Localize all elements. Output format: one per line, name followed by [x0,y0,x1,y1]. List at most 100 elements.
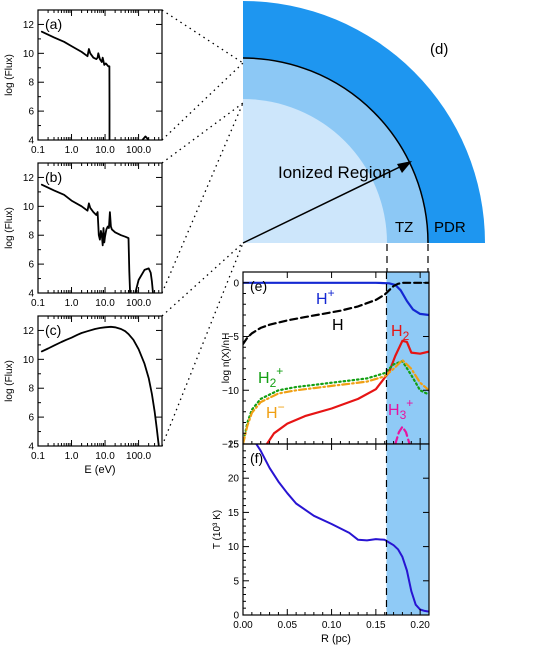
x-tick-label: 0.05 [278,620,298,631]
y-tick-label: 6 [28,413,34,424]
plot-area [40,30,150,140]
species-label-h-minus: H− [266,400,285,422]
series-line-flux-0 [40,325,160,446]
x-axis-label: R (pc) [321,633,351,645]
x-tick-label: 0.10 [322,620,342,631]
panel-label: (e) [250,278,267,294]
tz-label: TZ [395,219,413,236]
panel-e-abundances: −15 −10 −5 0 (e) log n(X)/nH H+ H H2 H2+ H− H3+ [221,271,430,451]
panel-a-spectrum: 0.1 1.0 10.0 100.0 4 6 8 10 12 (a) log (Flux) [4,9,163,156]
y-tick-label: 6 [28,260,34,271]
x-axis-label: E (eV) [84,464,115,476]
x-tick-label: 0.1 [31,451,45,462]
connector-lines [161,9,244,447]
y-axis-label: log (Flux) [4,360,15,402]
y-tick-label: 0 [233,611,239,622]
x-tick-label: 0.00 [233,620,253,631]
connector-b-top [161,102,244,164]
connector-c-top [161,242,244,317]
species-label-h3-plus: H3+ [388,396,413,422]
tz-shaded-band [386,444,429,615]
series-line-h2- [243,360,429,444]
x-tick-label: 1.0 [65,451,79,462]
series-line-flux-1 [134,267,154,293]
species-label-h: H [332,317,344,334]
plot-area [40,325,160,446]
panel-d-label: (d) [430,41,448,58]
y-tick-label: −10 [222,386,239,397]
species-label-h2-plus: H2+ [258,364,283,390]
series-line-flux-1 [141,135,150,140]
y-tick-label: 12 [23,20,35,31]
y-tick-label: 0 [233,278,239,289]
panel-c-spectrum: 0.1 1.0 10.0 100.0 4 6 8 10 12 (c) log (Flux) E (eV… [4,315,163,476]
y-axis-label: log (Flux) [4,54,15,96]
series-line-flux-0 [40,30,111,140]
y-tick-label: 12 [23,326,35,337]
panel-label: (a) [45,16,62,32]
species-label-h2: H2 [391,323,410,343]
y-axis-label: T (10³ K) [212,510,223,549]
y-tick-label: 8 [28,231,34,242]
y-tick-label: 8 [28,78,34,89]
y-tick-label: 10 [228,542,240,553]
connector-a-bottom [161,62,244,141]
y-tick-label: 8 [28,384,34,395]
zone-boundary-guides [386,244,429,272]
x-tick-label: 1.0 [65,145,79,156]
species-label-h-plus: H+ [316,286,335,308]
connector-c-bottom [161,242,244,447]
x-tick-label: 1.0 [65,298,79,309]
y-tick-label: 4 [28,289,34,300]
panel-b-spectrum: 0.1 1.0 10.0 100.0 4 6 8 10 12 (b) log (Flux) [4,162,163,309]
ionized-region-disk [243,99,387,243]
axes-frame [242,443,430,616]
y-axis-label: log (Flux) [4,207,15,249]
series-line-h [243,281,429,346]
series-line-h2 [265,339,429,444]
connector-a-top [161,9,244,64]
series-line-flux-0 [40,183,132,293]
connector-b-bottom [161,102,244,294]
y-tick-label: 20 [228,474,240,485]
plot-area [243,281,429,444]
x-tick-label: 10.0 [95,298,115,309]
y-tick-label: 25 [228,440,240,451]
y-tick-label: 10 [23,202,35,213]
y-tick-label: 10 [23,355,35,366]
x-tick-label: 100.0 [126,451,151,462]
series-line-h- [243,359,429,444]
x-tick-label: 100.0 [126,145,151,156]
ionization-front-arc [242,57,429,244]
panel-f-temperature: 0.00 0.05 0.10 0.15 0.20 0 5 10 15 20 25 (f) T (10³ … [212,440,430,646]
panel-label: (c) [45,322,61,338]
y-tick-label: 10 [23,49,35,60]
radius-arrow-line [242,162,409,244]
x-tick-label: 100.0 [126,298,151,309]
y-tick-label: 4 [28,442,34,453]
y-tick-label: 15 [228,508,240,519]
x-tick-label: 0.15 [366,620,386,631]
plot-area [255,444,429,613]
x-tick-label: 0.1 [31,298,45,309]
y-tick-label: 12 [23,173,35,184]
x-tick-label: 10.0 [95,145,115,156]
series-line-t [255,444,429,613]
x-tick-label: 0.20 [410,620,430,631]
panel-label: (f) [250,450,263,466]
y-axis-label: log n(X)/nH [221,333,232,384]
y-tick-label: 6 [28,107,34,118]
radius-arrow-head [397,161,412,173]
series-line-h3- [394,425,411,444]
y-tick-label: −5 [228,332,240,343]
x-tick-label: 10.0 [95,451,115,462]
panel-label: (b) [45,169,62,185]
ionized-region-label: Ionized Region [278,163,391,182]
pdr-label: PDR [434,219,466,236]
y-tick-label: 4 [28,136,34,147]
panel-d-schematic: Ionized Region TZ PDR (d) [242,1,485,244]
y-tick-label: −15 [222,440,239,451]
x-tick-label: 0.1 [31,145,45,156]
y-tick-label: 5 [233,576,239,587]
